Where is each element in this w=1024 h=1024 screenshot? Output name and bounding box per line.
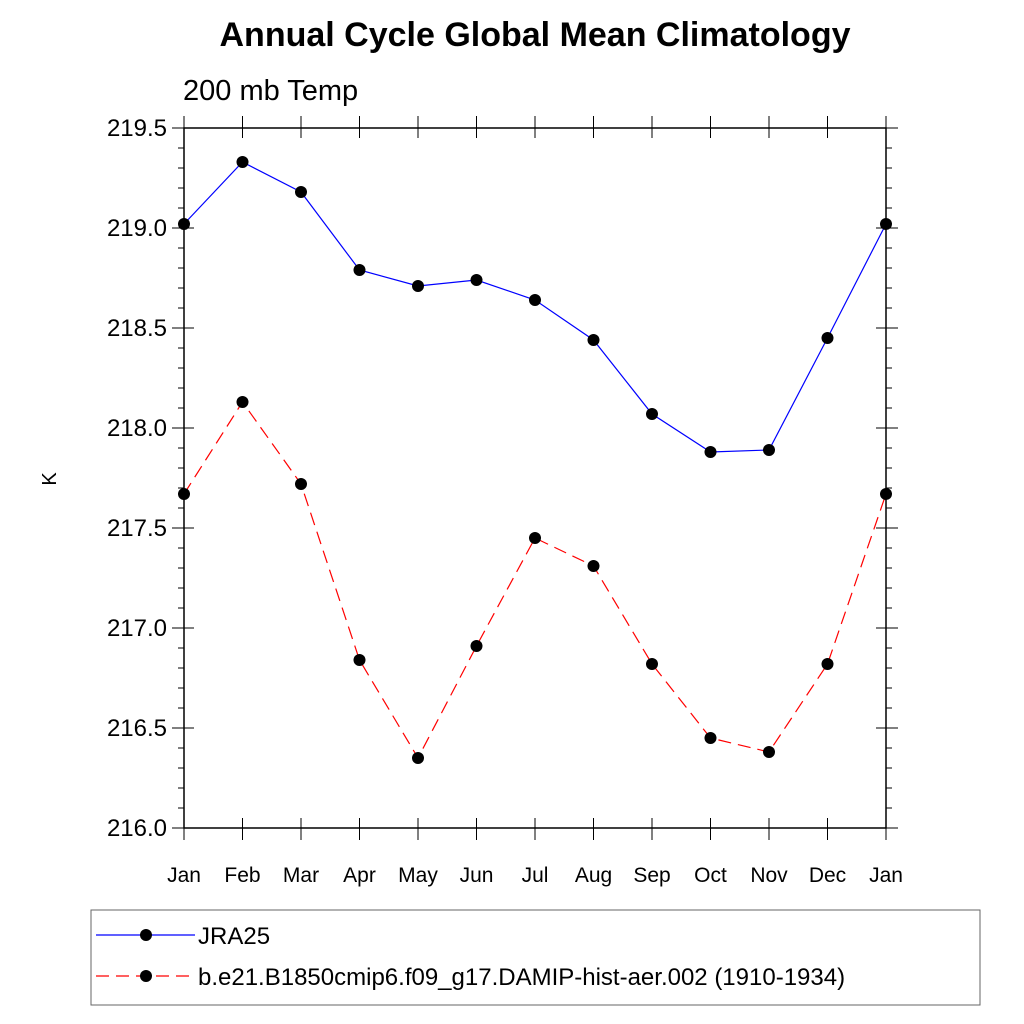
data-point-marker <box>763 746 775 758</box>
data-point-marker <box>821 332 834 344</box>
x-tick-label: Jul <box>522 864 549 887</box>
chart-title: Annual Cycle Global Mean Climatology <box>220 16 851 54</box>
legend: JRA25 b.e21.B1850cmip6.f09_g17.DAMIP-hist… <box>90 909 981 1006</box>
x-tick-label: Nov <box>750 864 788 887</box>
y-tick-label: 218.5 <box>107 315 167 342</box>
data-point-marker <box>353 654 366 666</box>
data-point-marker <box>704 732 717 744</box>
ticks-layer: 216.0 216.5 217.0 217.5 218.0 218.5 219.0 219.5… <box>107 115 903 887</box>
x-tick-label: Feb <box>224 864 260 887</box>
data-point-marker <box>353 264 366 276</box>
x-tick-label: May <box>398 864 438 887</box>
y-tick-label: 217.5 <box>107 515 167 542</box>
legend-label: JRA25 <box>198 923 270 950</box>
y-tick-label: 219.5 <box>107 115 167 142</box>
legend-items: JRA25 b.e21.B1850cmip6.f09_g17.DAMIP-hist… <box>96 923 845 991</box>
x-tick-label: Sep <box>633 864 670 887</box>
data-point-marker <box>470 640 483 652</box>
x-tick-label: Jun <box>460 864 494 887</box>
x-tick-label: Dec <box>809 864 846 887</box>
series-line <box>183 161 887 453</box>
y-tick-label: 219.0 <box>107 215 167 242</box>
y-tick-label: 218.0 <box>107 415 167 442</box>
legend-box <box>90 909 981 1006</box>
data-point-marker <box>587 560 600 572</box>
series-layer <box>178 156 892 764</box>
data-point-marker <box>821 658 834 670</box>
x-tick-label: Mar <box>283 864 319 887</box>
y-tick-label: 217.0 <box>107 615 167 642</box>
data-point-marker <box>529 532 541 544</box>
legend-marker <box>140 929 152 941</box>
x-tick-label: Apr <box>343 864 376 887</box>
data-point-marker <box>529 294 541 306</box>
y-axis-label: K <box>39 472 61 486</box>
x-tick-label: Aug <box>575 864 612 887</box>
data-point-marker <box>646 408 658 420</box>
y-tick-label: 216.5 <box>107 715 167 742</box>
legend-marker <box>140 970 152 982</box>
data-point-marker <box>763 444 775 456</box>
chart-subtitle: 200 mb Temp <box>183 75 358 107</box>
data-point-marker <box>646 658 658 670</box>
data-point-marker <box>295 478 307 490</box>
legend-label: b.e21.B1850cmip6.f09_g17.DAMIP-hist-aer.… <box>198 964 845 991</box>
x-tick-label: Jan <box>167 864 201 887</box>
plot-frame <box>183 127 887 829</box>
data-point-marker <box>236 156 249 168</box>
data-point-marker <box>470 274 483 286</box>
data-point-marker <box>412 280 424 292</box>
data-point-marker <box>412 752 424 764</box>
series-line <box>183 400 887 760</box>
data-point-marker <box>587 334 600 346</box>
x-tick-label: Jan <box>869 864 903 887</box>
data-point-marker <box>236 396 249 408</box>
y-tick-label: 216.0 <box>107 815 167 842</box>
data-point-marker <box>704 446 717 458</box>
x-tick-label: Oct <box>694 864 727 887</box>
data-point-marker <box>295 186 307 198</box>
